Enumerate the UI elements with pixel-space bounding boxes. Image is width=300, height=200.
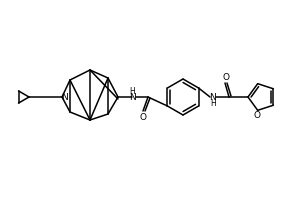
Text: N: N xyxy=(61,92,68,102)
Text: O: O xyxy=(253,111,260,120)
Text: N: N xyxy=(210,92,216,102)
Text: O: O xyxy=(140,112,146,121)
Text: H: H xyxy=(129,88,135,97)
Text: N: N xyxy=(129,92,135,102)
Text: O: O xyxy=(223,72,230,82)
Text: H: H xyxy=(210,98,216,108)
